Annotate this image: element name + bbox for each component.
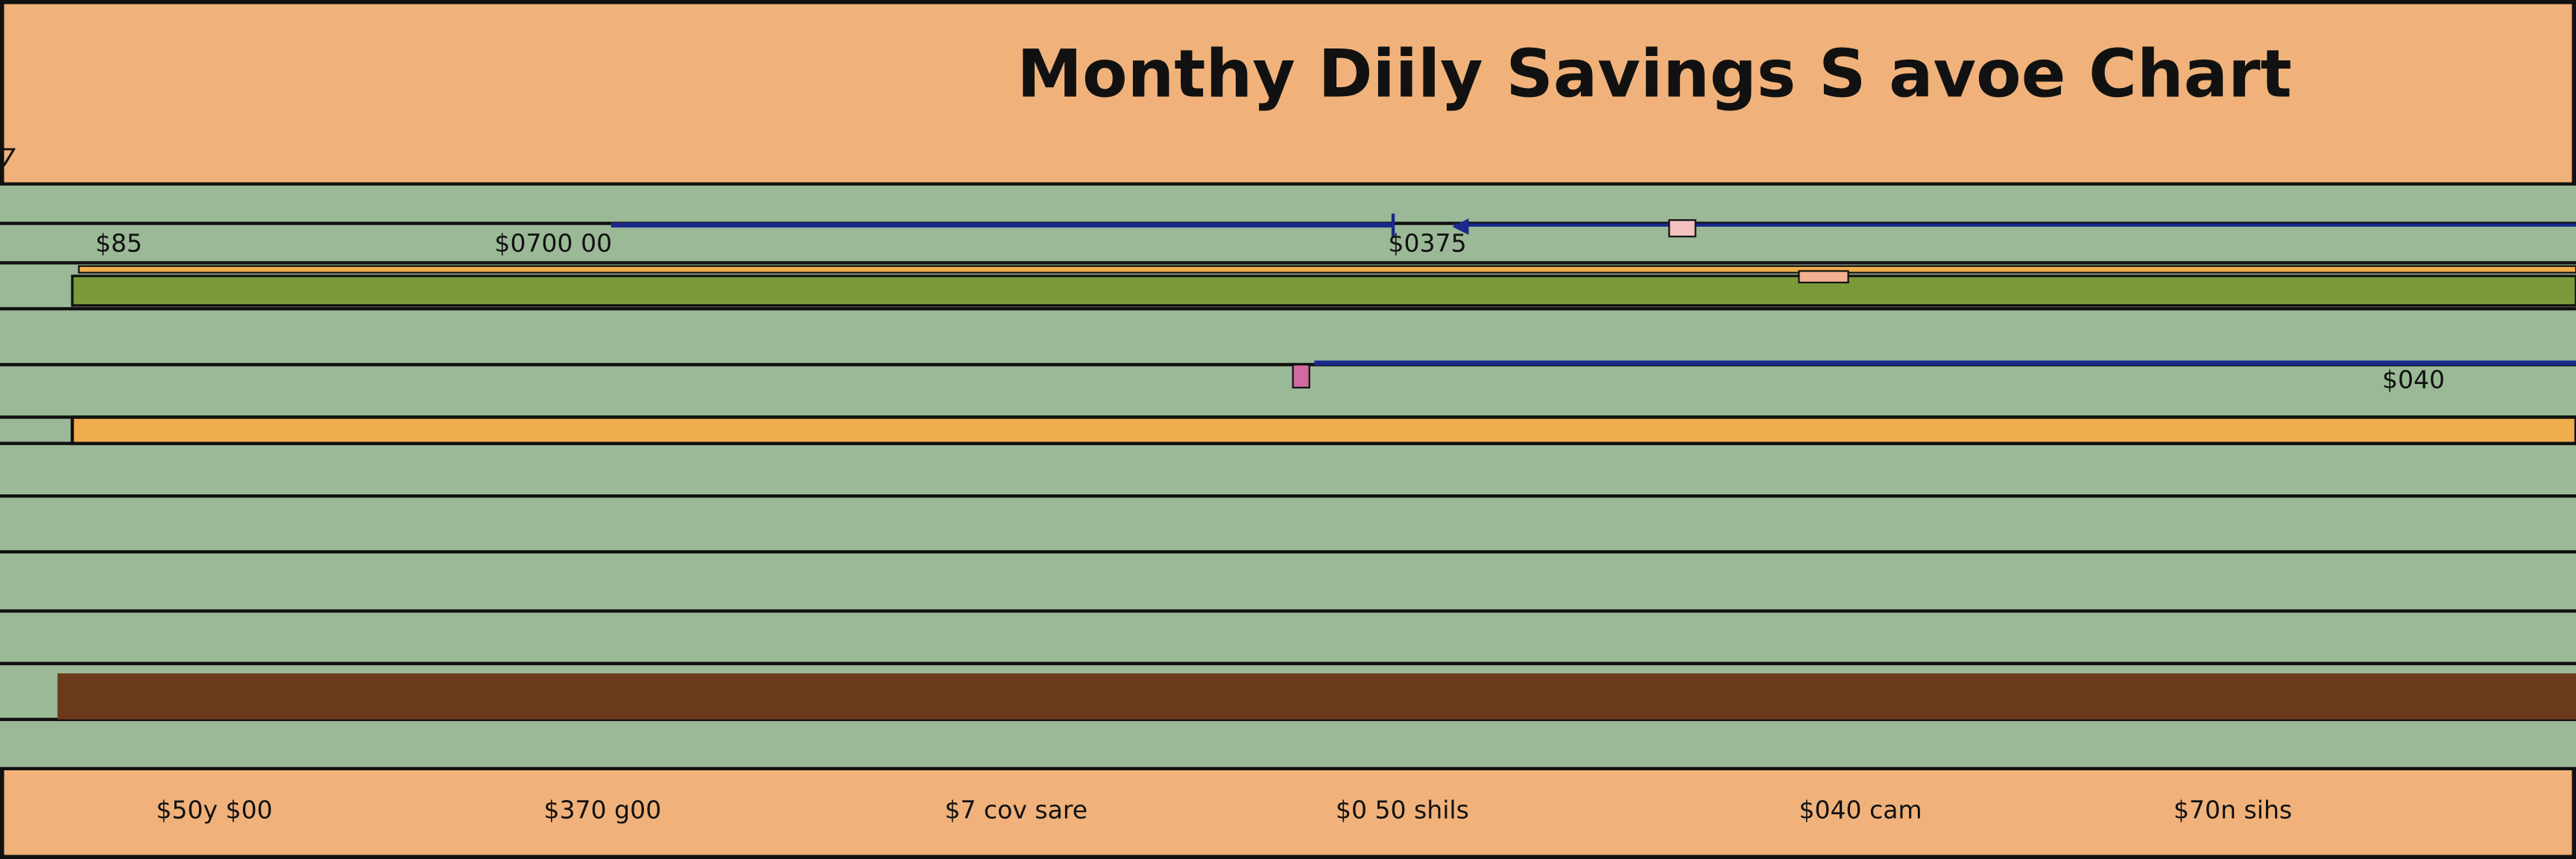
thin-bar (78, 265, 2576, 274)
x-label: $0 50 shils (1336, 796, 1469, 825)
green-bar (71, 274, 2576, 307)
value-label: $040 (2382, 365, 2445, 394)
x-label: $040 cam (1799, 796, 1922, 825)
corner-label: 7 (0, 143, 16, 172)
brown-bar (57, 673, 2576, 720)
chart-title: Monthy Diily Savings S avoe Chart (1017, 36, 2291, 113)
orange-bar (70, 415, 2576, 445)
value-label: $0700 00 (494, 229, 612, 258)
x-label: $50y $00 (156, 796, 272, 825)
value-label: $85 (95, 229, 142, 258)
x-label: $70n sihs (2174, 796, 2292, 825)
x-label: $370 g00 (544, 796, 662, 825)
pink-marker (1668, 219, 1696, 238)
value-label: $0375 (1388, 229, 1466, 258)
pink-marker (1292, 363, 1310, 388)
x-label: $7 cov sare (944, 796, 1087, 825)
marker (1798, 270, 1849, 283)
arrow (1452, 218, 1469, 235)
